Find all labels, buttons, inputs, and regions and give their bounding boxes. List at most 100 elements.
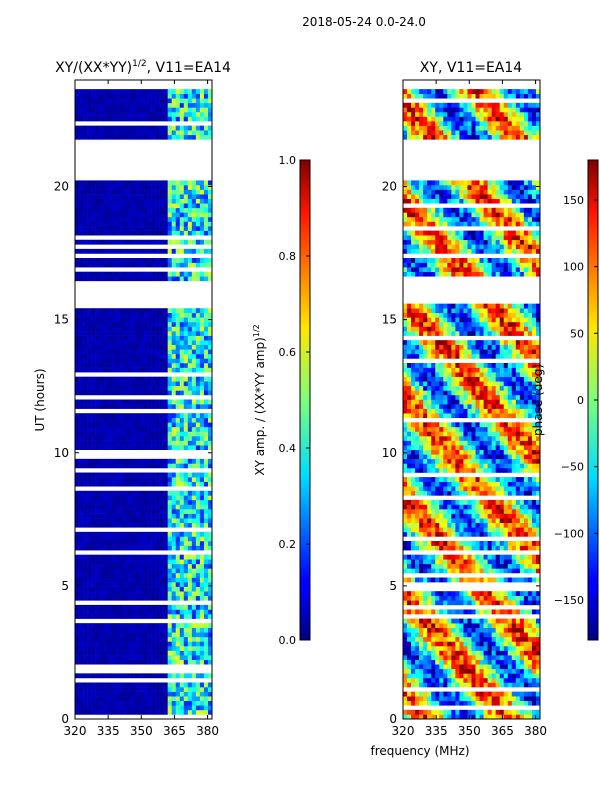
heatmap-cell <box>487 632 492 638</box>
heatmap-cell <box>139 340 144 346</box>
heatmap-cell <box>467 577 472 583</box>
heatmap-cell <box>83 212 88 218</box>
heatmap-cell <box>171 522 177 528</box>
heatmap-cell <box>515 563 521 569</box>
heatmap-cell <box>503 504 509 510</box>
heatmap-cell <box>151 563 156 569</box>
heatmap-cell <box>103 431 108 437</box>
heatmap-cell <box>419 632 424 638</box>
heatmap-cell <box>447 636 452 642</box>
heatmap-cell <box>523 563 529 569</box>
heatmap-cell <box>75 422 80 428</box>
heatmap-cell <box>103 559 108 565</box>
heatmap-cell <box>195 116 201 122</box>
heatmap-cell <box>143 367 148 373</box>
heatmap-cell <box>147 477 152 482</box>
heatmap-cell <box>75 404 80 409</box>
heatmap-cell <box>467 499 472 505</box>
heatmap-cell <box>463 645 468 651</box>
heatmap-cell <box>167 258 173 263</box>
heatmap-cell <box>103 705 108 711</box>
heatmap-cell <box>95 572 100 578</box>
heatmap-cell <box>139 709 144 715</box>
heatmap-cell <box>163 276 168 282</box>
heatmap-cell <box>439 636 444 642</box>
heatmap-cell <box>155 499 160 505</box>
heatmap-cell <box>151 89 156 94</box>
heatmap-cell <box>99 659 104 665</box>
heatmap-cell <box>151 130 156 136</box>
heatmap-cell <box>195 691 201 697</box>
heatmap-cell <box>131 568 136 574</box>
heatmap-cell <box>191 381 197 387</box>
heatmap-cell <box>159 582 164 587</box>
heatmap-cell <box>87 655 92 660</box>
heatmap-cell <box>95 522 100 528</box>
heatmap-cell <box>151 554 156 560</box>
heatmap-cell <box>475 655 480 660</box>
heatmap-cell <box>107 390 112 396</box>
heatmap-cell <box>87 312 92 318</box>
heatmap-cell <box>127 376 132 382</box>
heatmap-cell <box>207 184 213 190</box>
heatmap-cell <box>131 545 136 551</box>
heatmap-cell <box>87 509 92 514</box>
heatmap-cell <box>183 495 189 501</box>
heatmap-cell <box>451 668 456 674</box>
heatmap-cell <box>475 499 480 505</box>
heatmap-cell <box>479 664 484 670</box>
heatmap-cell <box>527 650 533 656</box>
heatmap-cell <box>143 673 148 679</box>
heatmap-cell <box>143 504 148 510</box>
heatmap-cell <box>119 189 124 195</box>
heatmap-cell <box>435 563 440 569</box>
heatmap-cell <box>459 554 464 560</box>
heatmap-cell <box>527 600 533 606</box>
heatmap-cell <box>507 540 513 546</box>
heatmap-cell <box>135 582 140 587</box>
heatmap-cell <box>403 600 408 606</box>
heatmap-cell <box>163 107 168 113</box>
heatmap-cell <box>151 591 156 597</box>
heatmap-cell <box>79 591 84 597</box>
heatmap-cell <box>159 111 164 117</box>
heatmap-cell <box>159 440 164 446</box>
heatmap-cell <box>507 504 513 510</box>
heatmap-cell <box>151 623 156 629</box>
heatmap-cell <box>75 358 80 364</box>
heatmap-cell <box>91 248 96 254</box>
heatmap-cell <box>91 509 96 514</box>
heatmap-cell <box>87 385 92 391</box>
heatmap-cell <box>451 499 456 505</box>
heatmap-cell <box>123 563 128 569</box>
heatmap-cell <box>447 696 452 702</box>
heatmap-cell <box>75 326 80 332</box>
heatmap-cell <box>155 650 160 656</box>
heatmap-cell <box>131 431 136 437</box>
heatmap-cell <box>75 180 80 186</box>
heatmap-cell <box>519 486 525 492</box>
heatmap-cell <box>79 696 84 702</box>
heatmap-cell <box>407 522 412 528</box>
heatmap-cell <box>143 321 148 327</box>
heatmap-cell <box>115 194 120 199</box>
heatmap-cell <box>427 623 432 629</box>
heatmap-cell <box>75 513 80 519</box>
heatmap-cell <box>171 440 177 446</box>
heatmap-cell <box>499 609 505 615</box>
heatmap-cell <box>527 568 533 574</box>
heatmap-cell <box>203 326 209 332</box>
heatmap-cell <box>163 180 168 186</box>
heatmap-cell <box>531 618 537 624</box>
heatmap-cell <box>479 577 484 583</box>
heatmap-cell <box>475 659 480 665</box>
heatmap-cell <box>487 691 492 697</box>
heatmap-cell <box>523 595 529 601</box>
heatmap-cell <box>191 650 197 656</box>
heatmap-cell <box>103 426 108 432</box>
heatmap-cell <box>191 367 197 373</box>
heatmap-cell <box>95 700 100 706</box>
heatmap-cell <box>531 595 537 601</box>
heatmap-cell <box>127 102 132 108</box>
heatmap-cell <box>167 248 173 254</box>
